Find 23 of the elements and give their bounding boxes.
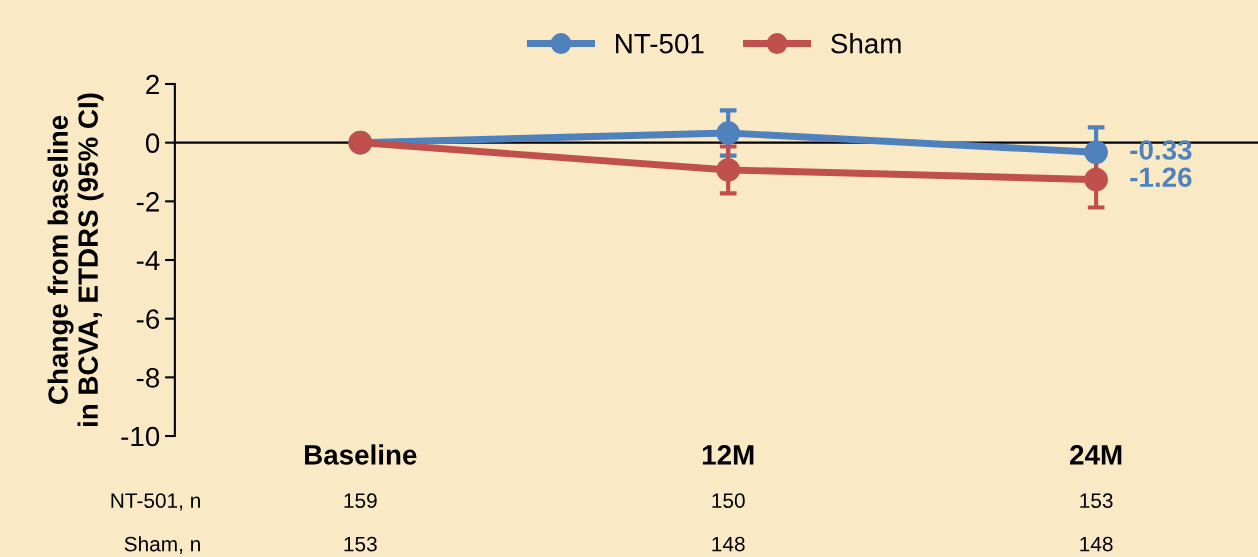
text: 148 [712, 536, 745, 552]
y-tick-label: -2 [136, 192, 159, 212]
y-tick-label: 2 [146, 74, 159, 95]
y-axis-title: Change from baseline in BCVA, ETDRS (95% CI) [47, 93, 104, 427]
y-tick-label: 0 [145, 133, 160, 153]
text: 159 [344, 493, 377, 509]
text: 153 [344, 536, 377, 552]
text: Sham, n [124, 536, 200, 554]
text: 153 [1080, 493, 1113, 509]
data-label: -0.33 [1130, 140, 1192, 160]
y-tick-label: -10 [121, 426, 160, 447]
text: 148 [1080, 536, 1113, 552]
y-tick-label: -6 [136, 309, 160, 330]
legend-label: NT-501 [616, 33, 704, 54]
y-tick-label: -4 [136, 250, 160, 271]
x-tick-label: Baseline [305, 444, 417, 465]
text: NT-501, n [111, 493, 200, 511]
x-tick-label: 24M [1070, 445, 1122, 465]
text: 150 [712, 493, 745, 509]
legend-label: Sham [831, 33, 901, 54]
x-tick-label: 12M [702, 445, 754, 465]
data-label: -1.26 [1130, 167, 1192, 188]
y-tick-label: -8 [136, 368, 160, 388]
